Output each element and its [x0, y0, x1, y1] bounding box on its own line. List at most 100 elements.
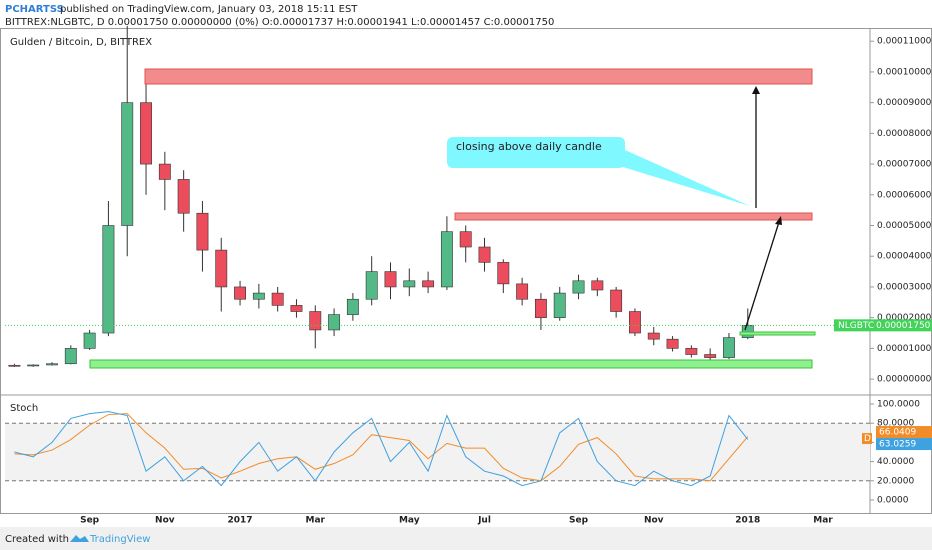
y-tick-label: 20.0000: [877, 476, 914, 486]
arrow: [744, 221, 780, 331]
y-tick-label: 100.0000: [877, 400, 920, 410]
candle-body: [553, 292, 566, 318]
drawings: closing above daily candle: [89, 68, 816, 369]
support-line: [739, 331, 816, 336]
candle-body: [27, 364, 40, 367]
candle-body: [478, 246, 491, 263]
candle-body: [497, 262, 510, 285]
band-fill: [5, 423, 870, 481]
footer-brand: TradingView: [89, 534, 150, 545]
candle-body: [403, 280, 416, 288]
candle-body: [384, 271, 397, 288]
candle-body: [723, 337, 735, 358]
support-zone: [89, 359, 813, 369]
resistance-zone: [144, 68, 813, 85]
candle-body: [46, 363, 58, 366]
y-tick-label: 0.0000: [877, 496, 909, 506]
callout-tail: [600, 150, 750, 206]
y-tick-label: 0.00005000: [877, 221, 932, 231]
callout: [447, 137, 625, 168]
price-tag-symbol: NLGBTC: [838, 321, 874, 331]
candle-body: [177, 179, 190, 214]
candle-body: [516, 283, 529, 300]
y-tick-label: 0.00009000: [877, 98, 932, 108]
y-tick-label: 0.00006000: [877, 190, 932, 200]
y-tick-label: 40.0000: [877, 457, 914, 467]
stoch-line: [14, 411, 749, 487]
candle-body: [196, 212, 209, 251]
y-tick-label: 0.00007000: [877, 160, 932, 170]
x-tick-label: 2017: [228, 516, 253, 526]
arrow-head: [775, 216, 782, 225]
x-tick-label: Nov: [155, 516, 175, 526]
candle-body: [234, 286, 246, 300]
x-tick-label: Sep: [569, 516, 589, 526]
candle-body: [365, 271, 378, 300]
stoch-tag-value: 66.0409: [879, 428, 916, 438]
candle-body: [83, 332, 96, 349]
candle-body: [271, 292, 284, 306]
candle-body: [629, 311, 641, 334]
candle-body: [140, 102, 152, 165]
arrow-head: [752, 86, 760, 94]
candle-body: [647, 332, 660, 340]
x-tick-label: Mar: [813, 516, 833, 526]
stoch-tag-d-text: D: [864, 434, 871, 444]
callout-text: closing above daily candle: [456, 140, 602, 153]
y-tick-label: 80.0000: [877, 419, 914, 429]
x-tick-label: Mar: [306, 516, 326, 526]
candle-body: [309, 311, 322, 331]
candle-body: [422, 280, 435, 288]
candle-body: [440, 231, 453, 288]
stoch-tag-value: 63.0259: [879, 440, 916, 450]
candle-body: [459, 231, 472, 248]
y-tick-label: 0.00004000: [877, 252, 932, 262]
y-tick-label: 0.00001000: [877, 344, 932, 354]
candle-body: [8, 364, 21, 367]
resistance-zone: [454, 212, 813, 221]
candle-body: [158, 163, 171, 180]
price-tag: [834, 319, 932, 332]
legend: Gulden / Bitcoin, D, BITTREX: [10, 37, 152, 48]
candle-body: [534, 298, 547, 318]
logo: [70, 535, 89, 542]
x-tick-label: 2018: [735, 516, 760, 526]
x-tick-label: Sep: [80, 516, 100, 526]
candle-body: [346, 298, 359, 315]
price-tag-value: 0.00001750: [876, 321, 931, 331]
author: PCHARTSS: [5, 4, 64, 15]
candle-body: [572, 280, 585, 294]
candle-body: [328, 314, 341, 331]
y-tick-label: 0.00008000: [877, 129, 932, 139]
candle-body: [591, 280, 604, 291]
y-tick-label: 0.00010000: [877, 67, 932, 77]
candle-body: [102, 225, 115, 334]
x-tick-label: Jul: [477, 516, 491, 526]
stoch-tag-d: [862, 433, 872, 445]
y-tick-label: 0.00000000: [877, 375, 932, 385]
stoch-line: [14, 413, 749, 482]
candle-body: [610, 289, 623, 312]
y-tick-label: 0.00002000: [877, 313, 932, 323]
stoch-title: Stoch: [10, 403, 38, 414]
x-tick-label: May: [399, 516, 420, 526]
footer-created: Created with: [5, 534, 69, 545]
stoch-tag: [876, 426, 932, 439]
candle-body: [741, 325, 754, 338]
symbol-line: BITTREX:NLGBTC, D 0.00001750 0.00000000 …: [5, 17, 554, 28]
stoch-tag: [876, 438, 932, 451]
y-tick-label: 0.00011000: [877, 37, 932, 47]
candle-body: [64, 348, 77, 365]
x-tick-label: Nov: [644, 516, 664, 526]
candle-body: [666, 338, 679, 349]
candle-body: [252, 292, 265, 300]
candle-body: [215, 249, 228, 288]
candle-body: [704, 354, 717, 358]
published: published on TradingView.com, January 03…: [60, 4, 358, 15]
candle-body: [121, 102, 134, 226]
candle-body: [685, 348, 698, 355]
y-tick-label: 0.00003000: [877, 282, 932, 292]
candle-body: [290, 305, 303, 312]
footer: [0, 527, 932, 550]
